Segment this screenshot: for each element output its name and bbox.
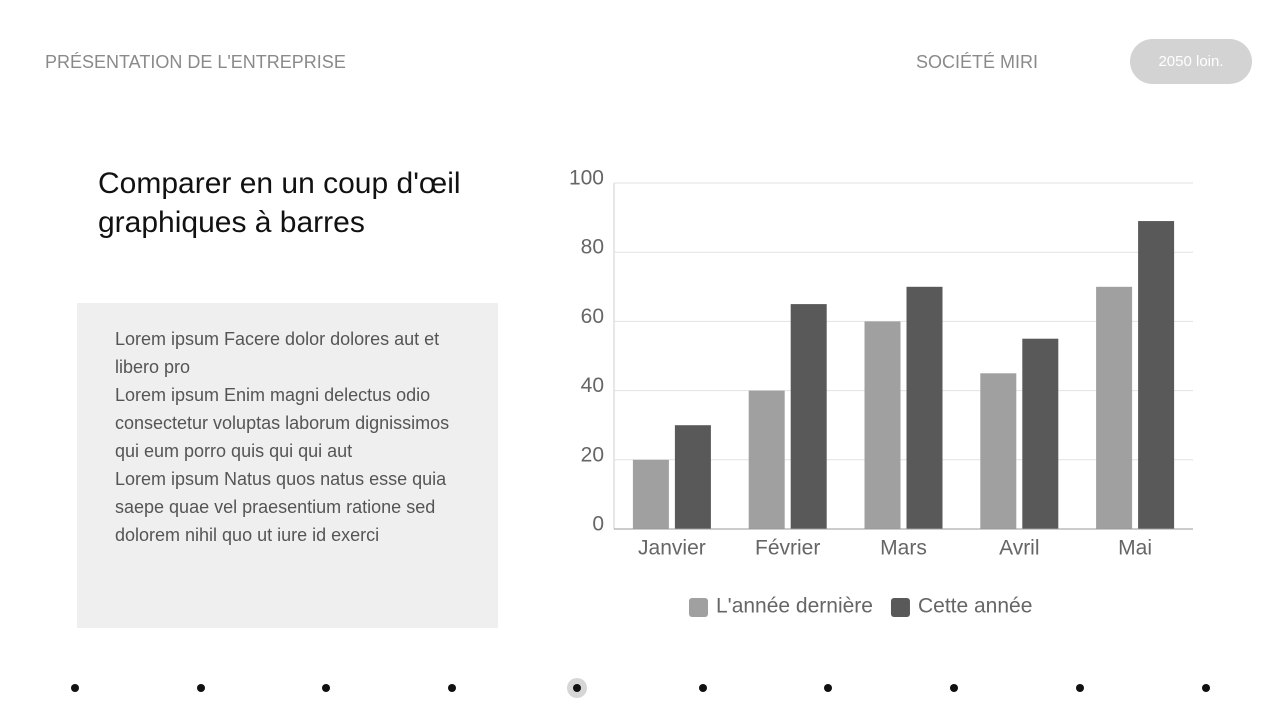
paragraph: Lorem ipsum Enim magni delectus odio con… [115,385,450,461]
nav-dot[interactable] [448,684,456,692]
bar [1096,286,1133,529]
bar [864,321,901,529]
section-label: PRÉSENTATION DE L'ENTREPRISE [45,52,346,72]
bar [674,425,711,529]
nav-dot[interactable] [71,684,79,692]
y-tick-label: 60 [581,305,604,328]
bar [980,373,1017,529]
company-label: SOCIÉTÉ MIRI [916,52,1039,72]
pill-button[interactable]: 2050 loin. [1130,39,1252,84]
slide-title: Comparer en un coup d'œil graphiques à b… [98,164,461,242]
bar [1138,221,1175,529]
nav-dot[interactable] [824,684,832,692]
y-tick-label: 100 [569,167,604,190]
legend-swatch [890,598,910,617]
legend-label: Cette année [918,595,1032,618]
legend-label: L'année dernière [716,595,873,618]
paragraph: Lorem ipsum Facere dolor dolores aut et … [115,329,440,377]
bar [790,304,827,529]
nav-dot[interactable] [322,684,330,692]
paragraph: Lorem ipsum Natus quos natus esse quia s… [115,469,447,545]
nav-dot[interactable] [1202,684,1210,692]
bar [632,459,669,529]
bar [748,390,785,529]
bar [1022,338,1059,529]
y-tick-label: 0 [592,513,604,536]
nav-dot[interactable] [950,684,958,692]
title-line: Comparer en un coup d'œil [98,167,461,200]
bar [906,286,943,529]
nav-dot[interactable] [197,684,205,692]
nav-dot[interactable] [573,684,581,692]
x-tick-label: Mars [880,537,927,560]
x-tick-label: Janvier [638,537,706,560]
y-tick-label: 20 [581,443,604,466]
nav-dot[interactable] [699,684,707,692]
text-box: Lorem ipsum Facere dolor dolores aut et … [77,303,498,628]
title-line: graphiques à barres [98,206,365,239]
x-tick-label: Mai [1118,537,1152,560]
legend-swatch [689,598,708,617]
x-tick-label: Avril [999,537,1039,560]
x-tick-label: Février [755,537,820,560]
nav-dot[interactable] [1076,684,1084,692]
y-tick-label: 80 [581,236,604,259]
y-tick-label: 40 [581,374,604,397]
